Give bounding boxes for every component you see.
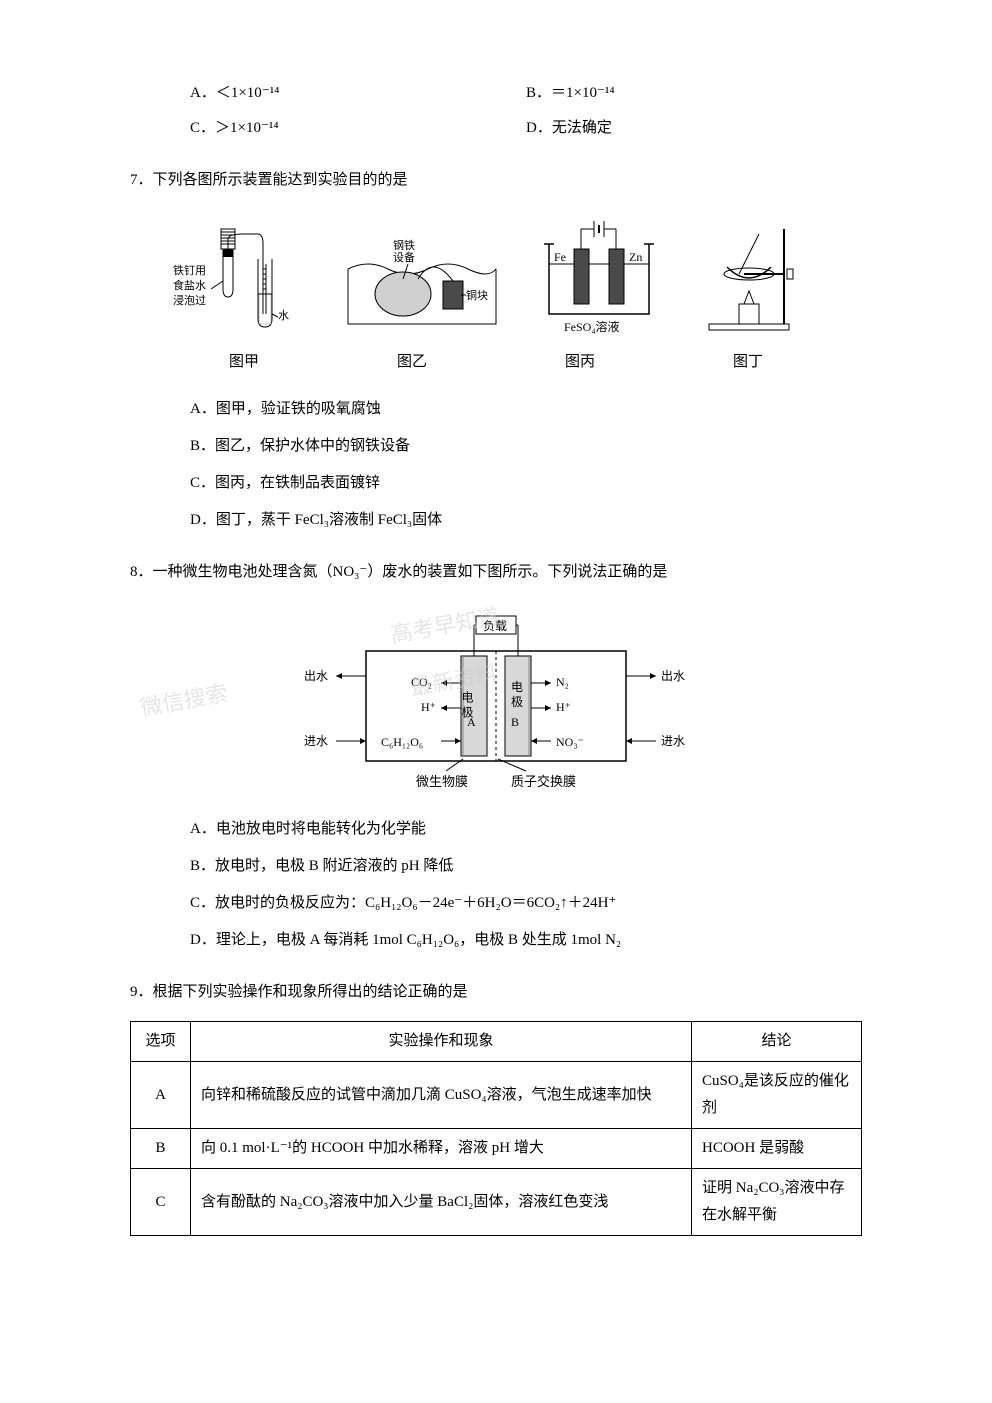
jia-label-line1: 铁钉用 xyxy=(173,264,206,277)
jia-label-water: 水 xyxy=(278,309,289,322)
out-water-left: 出水 xyxy=(304,669,328,683)
out-water-right: 出水 xyxy=(661,669,685,683)
svg-text:A: A xyxy=(467,715,476,729)
svg-text:H⁺: H⁺ xyxy=(556,700,571,714)
label-yi: 图乙 xyxy=(337,349,487,376)
cell-operation-a: 向锌和稀硫酸反应的试管中滴加几滴 CuSO₄溶液，气泡生成速率加快 xyxy=(191,1062,692,1129)
cell-conclusion-a: CuSO₄是该反应的催化剂 xyxy=(692,1062,862,1129)
q6-options-row1: A．＜1×10⁻¹⁴ B．＝1×10⁻¹⁴ xyxy=(190,80,862,107)
q8-diagram-container: 微信搜索 高考早知道 最新资料 电 极 A 电 极 B 负载 出水 进水 xyxy=(130,601,862,801)
q6-option-d: D．无法确定 xyxy=(526,115,862,142)
q6-options-row2: C．＞1×10⁻¹⁴ D．无法确定 xyxy=(190,115,862,142)
q8-option-a: A．电池放电时将电能转化为化学能 xyxy=(190,816,862,843)
load-label: 负载 xyxy=(483,619,507,633)
cell-operation-c: 含有酚酞的 Na₂CO₃溶液中加入少量 BaCl₂固体，溶液红色变浅 xyxy=(191,1169,692,1236)
th-operation: 实验操作和现象 xyxy=(191,1022,692,1062)
diagram-jia-svg: 铁钉用 食盐水 浸泡过 水 xyxy=(173,219,313,339)
diagram-bing: Fe Zn FeSO₄溶液 xyxy=(524,209,674,339)
svg-text:极: 极 xyxy=(511,695,523,709)
svg-text:H⁺: H⁺ xyxy=(421,700,436,714)
diagram-yi-svg: 钢铁 设备 铜块 xyxy=(338,239,498,339)
jia-label-line3: 浸泡过 xyxy=(173,293,206,307)
watermark-1: 微信搜索 xyxy=(137,674,231,728)
q8-option-c: C．放电时的负极反应为：C₆H₁₂O₆－24e⁻＋6H₂O＝6CO₂↑＋24H⁺ xyxy=(190,890,862,917)
q6-option-a: A．＜1×10⁻¹⁴ xyxy=(190,80,526,107)
bing-label-fe: Fe xyxy=(554,250,566,264)
table-header-row: 选项 实验操作和现象 结论 xyxy=(131,1022,862,1062)
diagram-yi: 钢铁 设备 铜块 xyxy=(338,239,498,339)
diagram-bing-svg: Fe Zn FeSO₄溶液 xyxy=(524,209,674,339)
q8-option-d: D．理论上，电极 A 每消耗 1mol C₆H₁₂O₆，电极 B 处生成 1mo… xyxy=(190,927,862,954)
cell-opt-a: A xyxy=(131,1062,191,1129)
svg-text:CO₂: CO₂ xyxy=(411,675,432,689)
q7-option-a: A．图甲，验证铁的吸氧腐蚀 xyxy=(190,396,862,423)
svg-text:N₂: N₂ xyxy=(556,675,569,689)
biofilm-label: 微生物膜 xyxy=(416,774,468,789)
table-row: C 含有酚酞的 Na₂CO₃溶液中加入少量 BaCl₂固体，溶液红色变浅 证明 … xyxy=(131,1169,862,1236)
yi-label-steel: 钢铁 xyxy=(393,239,415,252)
svg-text:NO₃⁻: NO₃⁻ xyxy=(556,735,584,749)
q6-option-c: C．＞1×10⁻¹⁴ xyxy=(190,115,526,142)
svg-text:C₆H₁₂O₆: C₆H₁₂O₆ xyxy=(381,735,423,749)
cell-operation-b: 向 0.1 mol·L⁻¹的 HCOOH 中加水稀释，溶液 pH 增大 xyxy=(191,1129,692,1169)
label-jia: 图甲 xyxy=(169,349,319,376)
in-water-left: 进水 xyxy=(304,734,328,748)
jia-label-line2: 食盐水 xyxy=(173,278,206,292)
in-water-right: 进水 xyxy=(661,734,685,748)
q7-diagram-row: 铁钉用 食盐水 浸泡过 水 钢铁 设备 铜块 xyxy=(160,209,832,339)
q6-option-b: B．＝1×10⁻¹⁴ xyxy=(526,80,862,107)
cell-opt-b: B xyxy=(131,1129,191,1169)
q9-stem: 9．根据下列实验操作和现象所得出的结论正确的是 xyxy=(130,979,862,1006)
th-conclusion: 结论 xyxy=(692,1022,862,1062)
bing-label-zn: Zn xyxy=(629,250,642,264)
cell-conclusion-c: 证明 Na₂CO₃溶液中存在水解平衡 xyxy=(692,1169,862,1236)
q7-option-b: B．图乙，保护水体中的钢铁设备 xyxy=(190,433,862,460)
svg-text:B: B xyxy=(511,715,519,729)
th-option: 选项 xyxy=(131,1022,191,1062)
q8-stem: 8．一种微生物电池处理含氮（NO₃⁻）废水的装置如下图所示。下列说法正确的是 xyxy=(130,559,862,586)
q7-stem: 7．下列各图所示装置能达到实验目的的是 xyxy=(130,167,862,194)
label-ding: 图丁 xyxy=(673,349,823,376)
label-bing: 图丙 xyxy=(505,349,655,376)
q9-table: 选项 实验操作和现象 结论 A 向锌和稀硫酸反应的试管中滴加几滴 CuSO₄溶液… xyxy=(130,1021,862,1236)
diagram-ding-svg xyxy=(699,219,819,339)
table-row: A 向锌和稀硫酸反应的试管中滴加几滴 CuSO₄溶液，气泡生成速率加快 CuSO… xyxy=(131,1062,862,1129)
table-row: B 向 0.1 mol·L⁻¹的 HCOOH 中加水稀释，溶液 pH 增大 HC… xyxy=(131,1129,862,1169)
q7-diagram-labels: 图甲 图乙 图丙 图丁 xyxy=(160,349,832,376)
cell-opt-c: C xyxy=(131,1169,191,1236)
svg-text:电: 电 xyxy=(511,680,523,694)
q7-option-c: C．图丙，在铁制品表面镀锌 xyxy=(190,470,862,497)
cell-conclusion-b: HCOOH 是弱酸 xyxy=(692,1129,862,1169)
proton-membrane-label: 质子交换膜 xyxy=(511,774,576,789)
q8-diagram-svg: 电 极 A 电 极 B 负载 出水 进水 出水 进水 CO₂ H⁺ xyxy=(286,601,706,801)
q8-option-b: B．放电时，电极 B 附近溶液的 pH 降低 xyxy=(190,853,862,880)
q7-option-d: D．图丁，蒸干 FeCl₃溶液制 FeCl₃固体 xyxy=(190,507,862,534)
diagram-ding xyxy=(699,219,819,339)
yi-label-copper: 铜块 xyxy=(466,288,488,302)
yi-label-equipment: 设备 xyxy=(393,250,415,264)
electrode-a-label: 电 xyxy=(460,691,474,703)
diagram-jia: 铁钉用 食盐水 浸泡过 水 xyxy=(173,219,313,339)
bing-label-solution: FeSO₄溶液 xyxy=(564,319,620,334)
